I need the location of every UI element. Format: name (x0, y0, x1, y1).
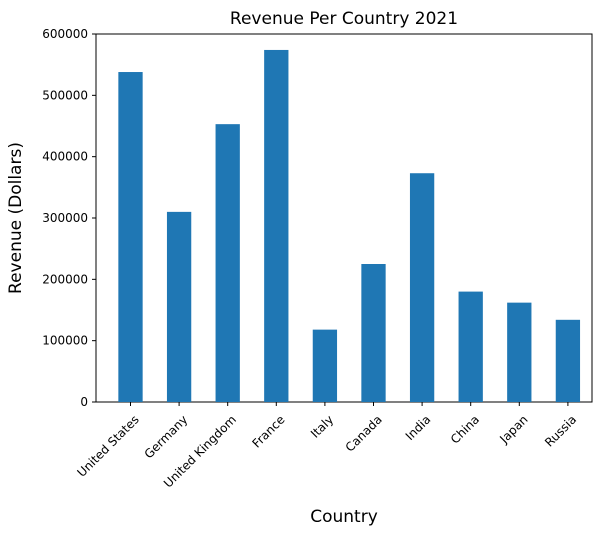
y-axis: 0 100000 200000 300000 400000 500000 600000 (42, 27, 96, 409)
bar-japan (507, 302, 532, 402)
x-tick-label-france: France (250, 412, 288, 450)
bar-russia (555, 319, 581, 402)
x-tick-label-india: India (403, 412, 434, 443)
y-tick-label-400000: 400000 (42, 150, 88, 164)
bar-italy (312, 329, 338, 402)
bar-france (264, 49, 289, 402)
bars-group (118, 49, 581, 402)
x-axis-label: Country (310, 507, 378, 527)
x-tick-label-canada: Canada (343, 412, 385, 454)
bar-united-kingdom (215, 124, 240, 402)
x-tick-label-italy: Italy (308, 412, 336, 440)
bar-canada (361, 264, 386, 402)
y-tick-label-200000: 200000 (42, 272, 88, 286)
y-tick-label-100000: 100000 (42, 334, 88, 348)
x-tick-label-japan: Japan (496, 412, 530, 446)
y-tick-label-0: 0 (80, 395, 88, 409)
x-tick-label-china: China (448, 412, 482, 446)
x-tick-label-russia: Russia (542, 412, 579, 449)
y-axis-label: Revenue (Dollars) (6, 142, 26, 294)
x-tick-label-germany: Germany (142, 412, 191, 461)
plot-area (95, 33, 593, 403)
bar-china (458, 291, 483, 402)
chart-title: Revenue Per Country 2021 (230, 9, 458, 29)
y-tick-label-300000: 300000 (42, 211, 88, 225)
bar-germany (166, 211, 192, 402)
y-tick-label-500000: 500000 (42, 88, 88, 102)
bar-india (409, 173, 435, 402)
x-tick-label-united-states: United States (74, 412, 141, 479)
bar-united-states (118, 72, 143, 402)
y-tick-label-600000: 600000 (42, 27, 88, 41)
